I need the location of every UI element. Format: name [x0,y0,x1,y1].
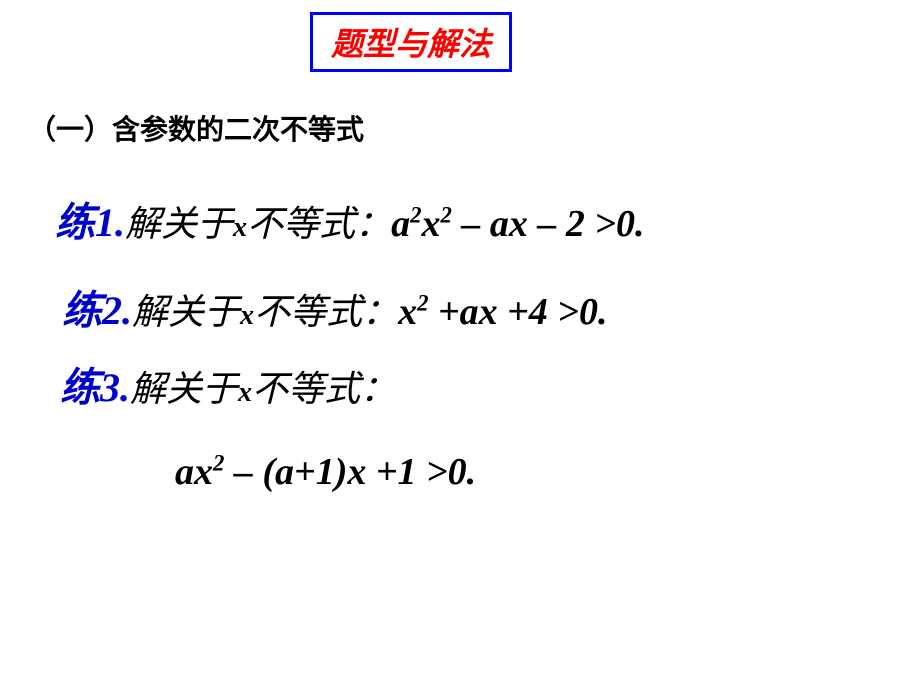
exercise-3-body: 解关于x不等式： [130,369,396,409]
exercise-1-body: 解关于x不等式： [125,204,391,244]
exercise-3-label: 练3. [60,365,130,410]
exercise-2-math: x2 +ax +4 >0. [398,291,607,333]
title-box: 题型与解法 [310,12,512,72]
exercise-1-math: a2x2 – ax – 2 >0. [391,203,644,245]
exercise-1-label: 练1. [55,200,125,245]
title-text: 题型与解法 [331,26,491,62]
section-text: （一）含参数的二次不等式 [28,114,364,145]
exercise-3: 练3.解关于x不等式： [60,355,396,413]
exercise-3-math-line: ax2 – (a+1)x +1 >0. [175,450,476,494]
exercise-2-body: 解关于x不等式： [132,292,398,332]
section-heading: （一）含参数的二次不等式 [28,108,364,148]
exercise-2: 练2.解关于x不等式：x2 +ax +4 >0. [62,278,607,336]
exercise-2-label: 练2. [62,288,132,333]
exercise-1: 练1.解关于x不等式：a2x2 – ax – 2 >0. [55,190,645,248]
exercise-3-math: ax2 – (a+1)x +1 >0. [175,451,476,493]
